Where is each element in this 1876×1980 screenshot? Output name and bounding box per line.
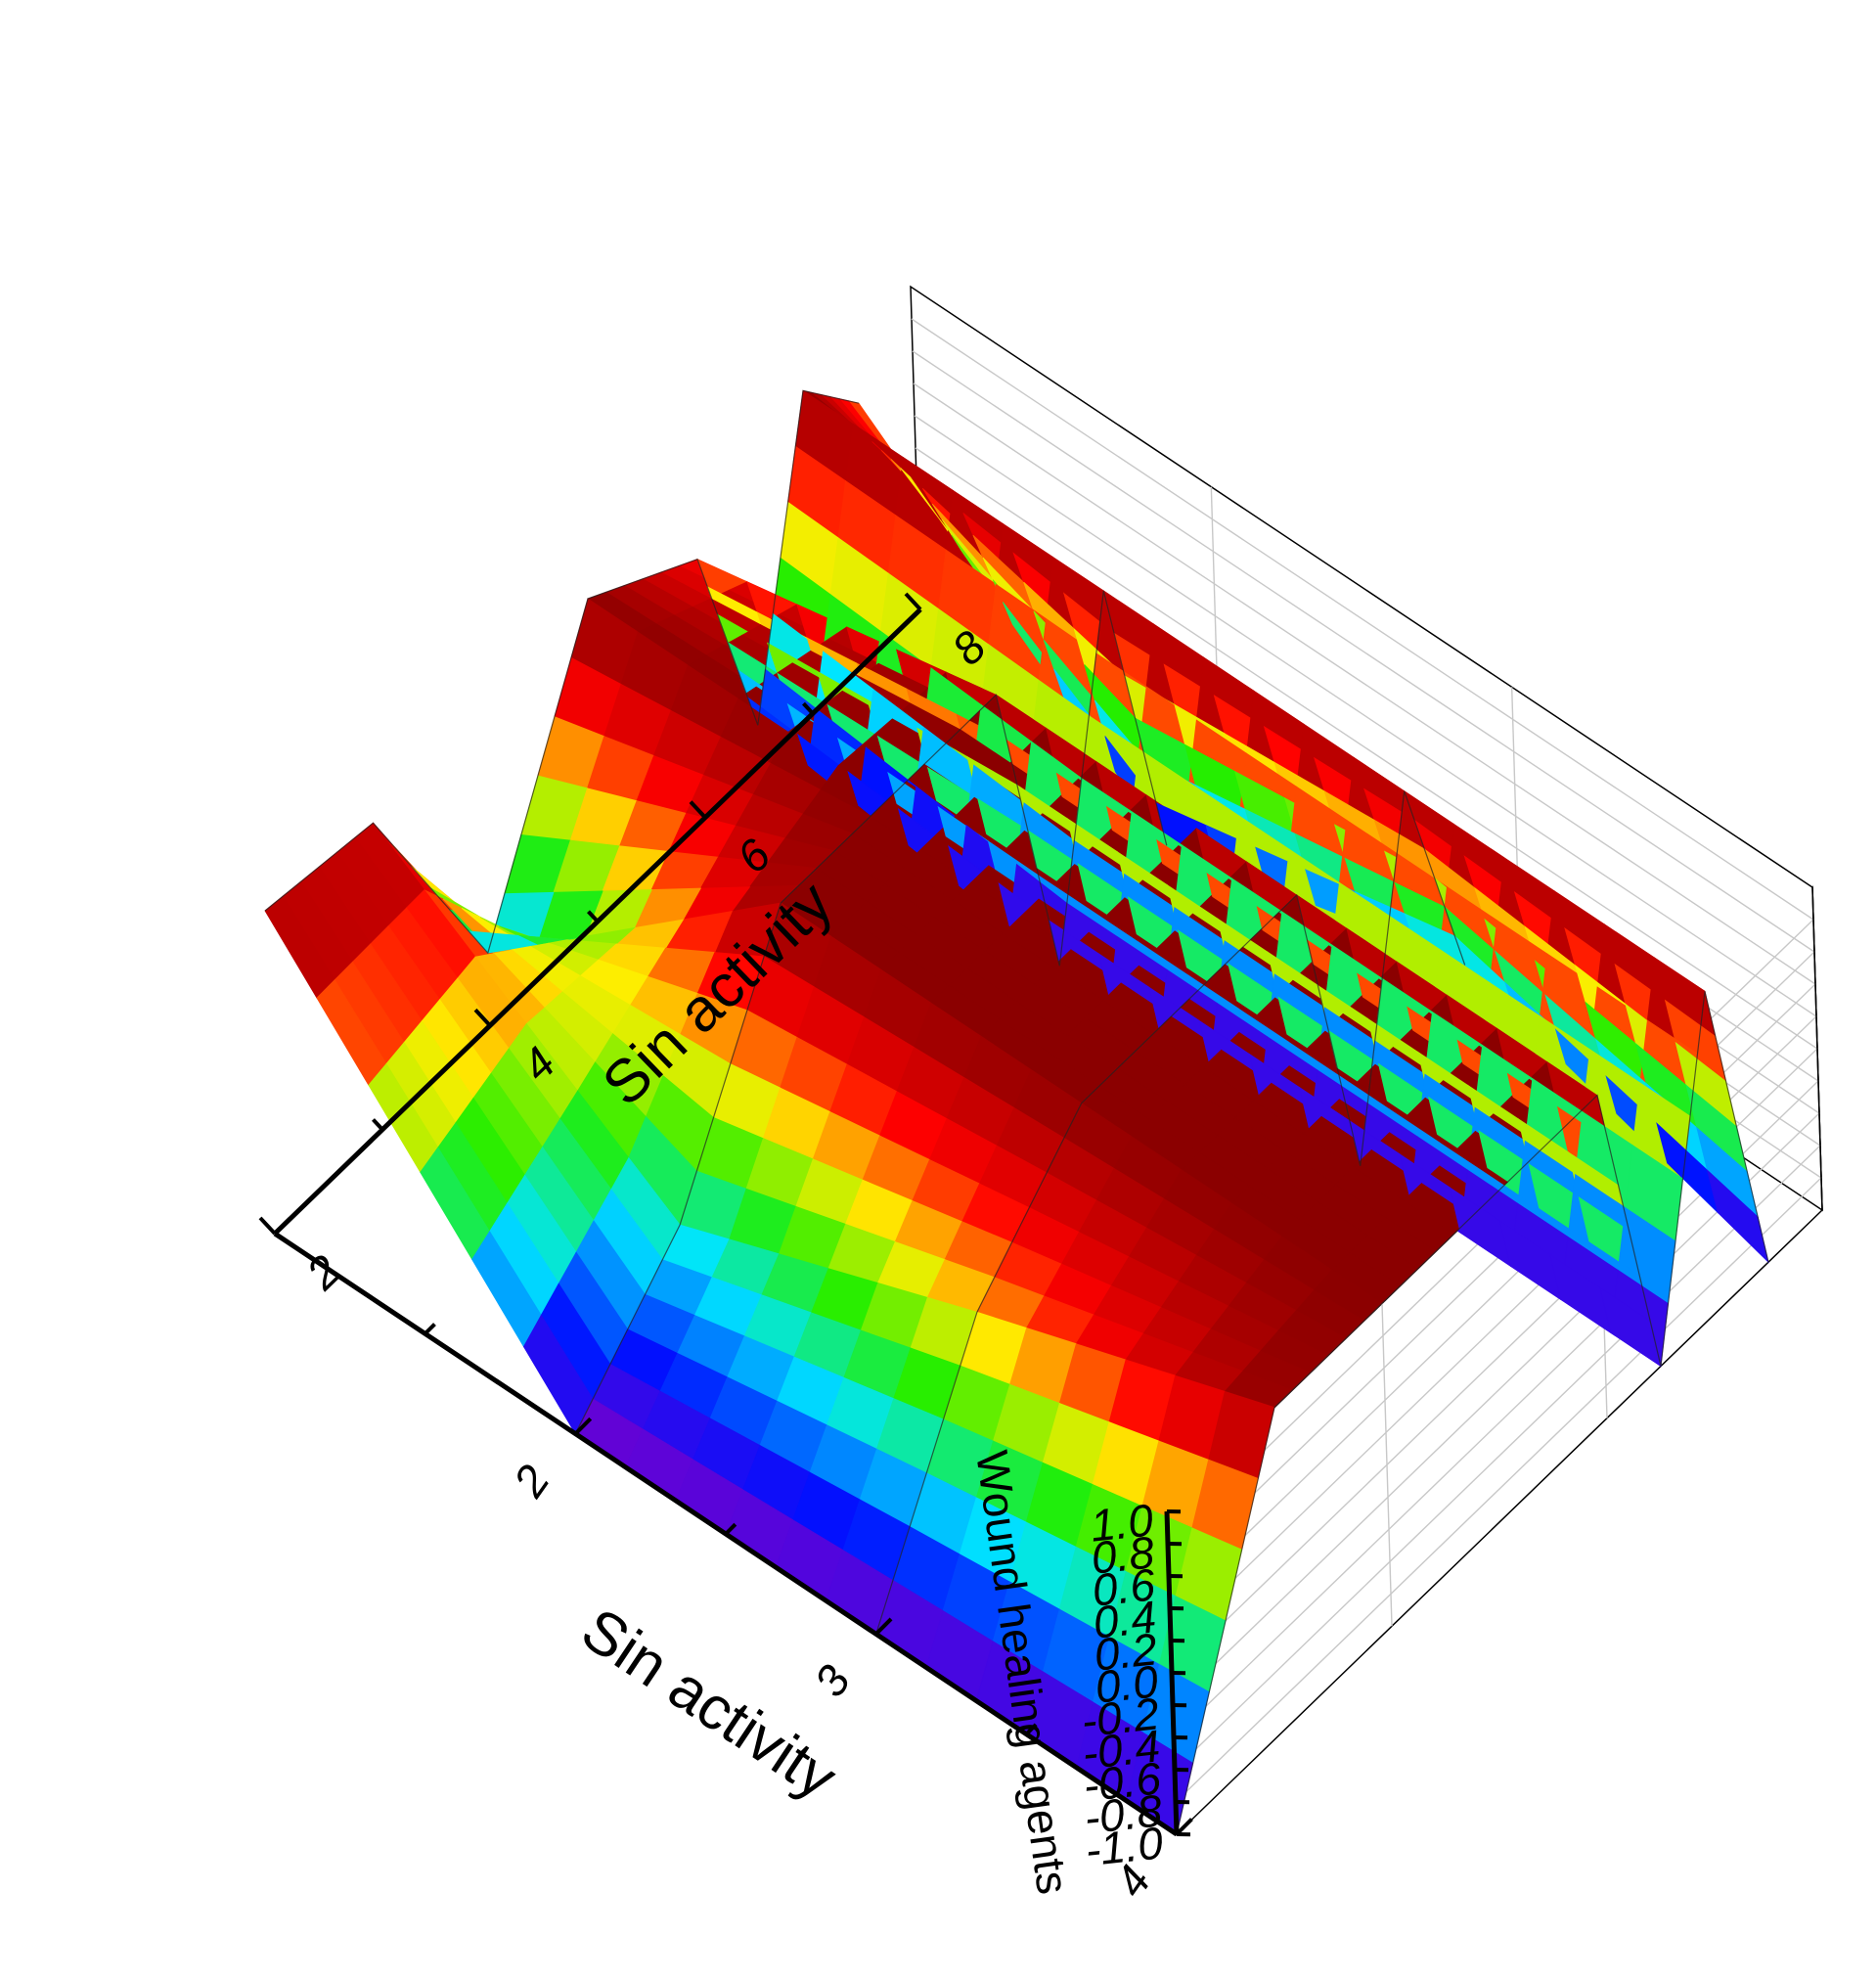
x-tick-label: 3 <box>804 1655 861 1705</box>
x-axis-title: Sin activity <box>569 1596 848 1813</box>
y-tick <box>260 1218 275 1234</box>
y-tick <box>373 1119 382 1129</box>
x-tick <box>425 1325 435 1334</box>
z-tick-label: 1.0 <box>1088 1494 1155 1551</box>
x-tick-label: 2 <box>503 1456 559 1507</box>
